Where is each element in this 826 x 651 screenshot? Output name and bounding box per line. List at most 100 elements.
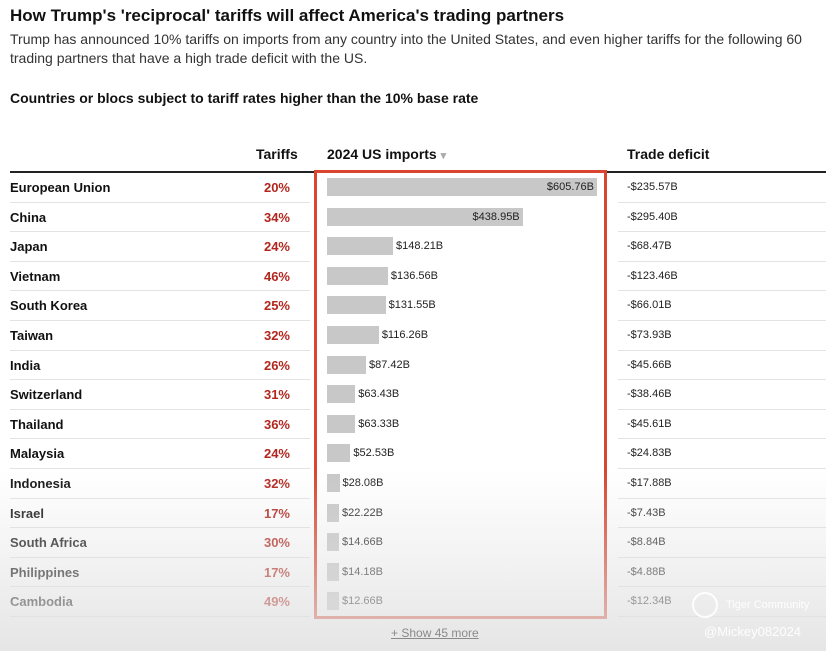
table-row: Thailand 36% $63.33B -$45.61B [0, 410, 826, 440]
country-name: Malaysia [10, 446, 65, 462]
table-row: South Korea 25% $131.55B -$66.01B [0, 291, 826, 321]
trade-deficit-value: -$45.61B [627, 417, 672, 430]
sort-caret-icon: ▾ [440, 150, 447, 162]
header-imports-label: 2024 US imports [327, 146, 437, 162]
row-divider [10, 408, 310, 410]
imports-bar [327, 385, 356, 404]
row-divider [618, 201, 826, 203]
tariff-rate: 17% [263, 505, 290, 521]
table-row: India 26% $87.42B -$45.66B [0, 351, 826, 381]
trade-deficit-value: -$66.01B [627, 299, 672, 312]
row-divider [10, 231, 310, 233]
country-name: Philippines [10, 564, 80, 580]
trade-deficit-value: -$235.57B [627, 181, 678, 193]
tariff-rate: 24% [263, 446, 290, 462]
table-row: Taiwan 32% $116.26B -$73.93B [0, 321, 826, 351]
imports-bar [327, 296, 386, 315]
imports-bar [327, 355, 366, 374]
country-name: Indonesia [10, 476, 71, 491]
country-name: Switzerland [10, 387, 83, 403]
tariff-rate: 26% [263, 357, 290, 373]
section-heading: Countries or blocs subject to tariff rat… [10, 90, 479, 106]
row-divider [618, 319, 826, 321]
country-name: Japan [10, 239, 48, 255]
imports-bar [327, 237, 394, 256]
tariff-rate: 49% [263, 594, 290, 610]
country-name: European Union [10, 180, 111, 195]
row-divider [10, 379, 310, 381]
country-name: South Korea [10, 298, 88, 314]
trade-deficit-value: -$24.83B [627, 447, 672, 460]
tariff-rate: 46% [263, 268, 290, 284]
country-name: South Africa [10, 535, 87, 551]
row-divider [10, 201, 310, 203]
imports-value: $63.43B [358, 388, 400, 401]
trade-deficit-value: -$295.40B [627, 210, 678, 223]
trade-deficit-value: -$4.88B [627, 565, 666, 578]
tariff-rate: 24% [263, 239, 290, 255]
tariff-rate: 17% [263, 564, 290, 580]
page-subtitle: Trump has announced 10% tariffs on impor… [10, 31, 802, 66]
tariff-rate: 20% [263, 180, 290, 195]
tariff-rate: 32% [263, 328, 290, 343]
trade-deficit-value: -$68.47B [627, 240, 672, 253]
row-divider [618, 260, 826, 262]
trade-deficit-value: -$8.84B [627, 536, 666, 549]
row-divider [10, 438, 310, 440]
table-row: Vietnam 46% $136.56B -$123.46B [0, 262, 826, 292]
watermark-user: @Mickey082024 [704, 624, 802, 639]
row-divider [10, 615, 310, 617]
row-divider [618, 231, 826, 233]
row-divider [618, 349, 826, 351]
country-name: Thailand [10, 416, 64, 432]
country-name: India [10, 357, 41, 373]
tariff-rate: 32% [263, 476, 290, 491]
row-divider [10, 290, 310, 292]
tiger-logo-icon [692, 592, 718, 618]
trade-deficit-value: -$7.43B [627, 506, 666, 519]
table-row: Malaysia 24% $52.53B -$24.83B [0, 439, 826, 469]
imports-value: $63.33B [358, 417, 400, 430]
imports-bar [327, 207, 523, 226]
imports-value: $136.56B [390, 269, 438, 282]
header-imports[interactable]: 2024 US imports ▾ [327, 146, 446, 162]
row-divider [618, 379, 826, 381]
header-deficit: Trade deficit [627, 146, 710, 162]
table-row: China 34% $438.95B -$295.40B [0, 203, 826, 233]
trade-deficit-value: -$45.66B [627, 358, 672, 371]
row-divider [618, 408, 826, 410]
trade-deficit-value: -$38.46B [627, 388, 672, 401]
trade-deficit-value: -$17.88B [627, 477, 672, 489]
tariff-rate: 25% [263, 298, 290, 314]
trade-deficit-value: -$73.93B [627, 329, 672, 341]
imports-value: $52.53B [353, 447, 395, 460]
row-divider [10, 349, 310, 351]
row-divider [618, 290, 826, 292]
row-divider [618, 467, 826, 469]
show-more-link[interactable]: + Show 45 more [391, 626, 479, 640]
tariff-rate: 30% [263, 535, 290, 551]
imports-value: $131.55B [388, 299, 436, 312]
imports-value: $438.95B [472, 210, 520, 223]
watermark-name: Tiger Community [726, 599, 810, 611]
imports-value: $148.21B [396, 240, 444, 253]
country-name: Vietnam [10, 268, 61, 284]
page-title: How Trump's 'reciprocal' tariffs will af… [10, 6, 565, 25]
header-tariffs: Tariffs [256, 146, 298, 162]
row-divider [10, 467, 310, 469]
trade-deficit-value: -$123.46B [627, 269, 678, 282]
imports-value: $116.26B [381, 329, 429, 341]
country-name: Cambodia [10, 594, 73, 610]
trade-deficit-value: -$12.34B [627, 595, 672, 608]
row-divider [10, 260, 310, 262]
imports-bar [327, 266, 388, 285]
row-divider [10, 319, 310, 321]
row-divider [618, 438, 826, 440]
table-row: European Union 20% $605.76B -$235.57B [0, 173, 826, 203]
tariff-rate: 31% [263, 387, 290, 403]
country-name: Israel [10, 505, 44, 521]
imports-bar [327, 326, 379, 344]
tariff-rate: 34% [263, 209, 290, 225]
imports-bar [327, 444, 351, 463]
watermark: Tiger Community @Mickey082024 [692, 592, 817, 640]
